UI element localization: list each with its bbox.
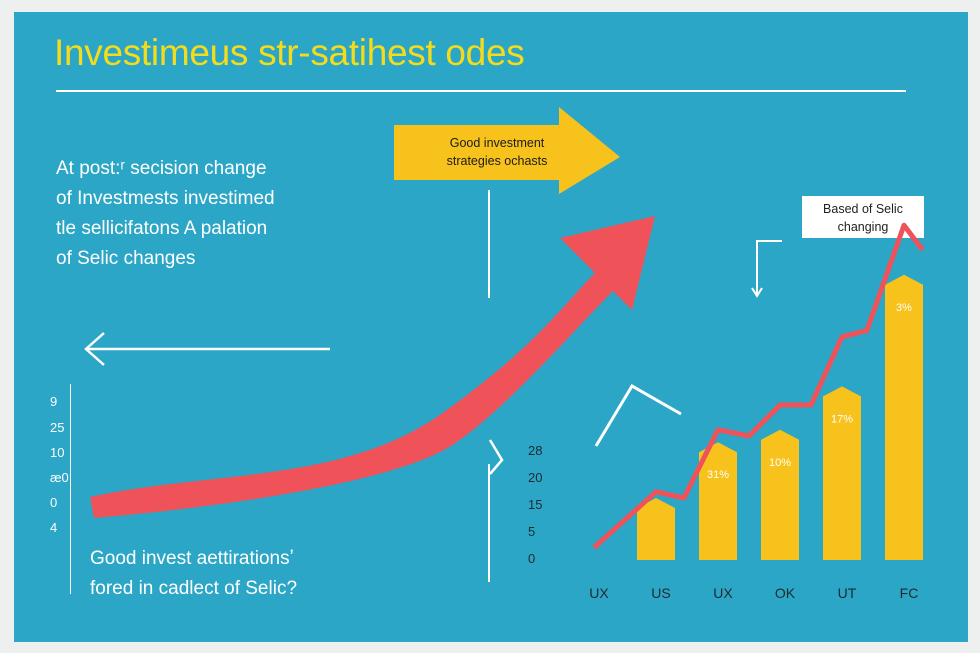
bar (823, 386, 861, 560)
bottom-note-line: Good invest aettirationsʼ (90, 548, 294, 569)
bar (885, 274, 923, 560)
left-axis-tick: 10 (50, 445, 65, 460)
x-tick-label: UT (838, 585, 857, 601)
banner-line: strategies ochasts (446, 154, 548, 168)
y-tick-label: 0 (528, 551, 535, 566)
y-tick-label: 28 (528, 443, 542, 458)
bar-chart: 28 20 15 5 0 31% 10% 17% 3% UX US UX OK UT FC (528, 222, 925, 601)
x-tick-label: US (651, 585, 670, 601)
data-label: 10% (769, 457, 791, 469)
bars (637, 274, 923, 560)
page-title: Investimeus str-satihest odes (54, 32, 525, 73)
trend-line (592, 222, 925, 550)
data-label: 3% (896, 302, 912, 314)
decorations (84, 107, 782, 582)
y-tick-label: 15 (528, 497, 542, 512)
x-axis: UX US UX OK UT FC (589, 585, 918, 601)
banner-line: Good investment (449, 136, 545, 150)
x-tick-label: FC (900, 585, 919, 601)
intro-line: At post:ʳ secision change (56, 158, 267, 179)
bar (761, 429, 799, 560)
callout-line: Based of Selic (823, 202, 903, 216)
down-arrow-icon (751, 240, 782, 298)
trend-line-path (592, 222, 925, 550)
bar (637, 498, 675, 560)
caret-icon (594, 383, 682, 447)
banner-text: Good investment strategies ochasts (422, 134, 572, 170)
intro-line: of Investmests investimed (56, 188, 275, 209)
x-tick-label: OK (775, 585, 796, 601)
y-tick-label: 20 (528, 470, 542, 485)
left-axis-tick: 25 (50, 420, 65, 435)
data-label: 31% (707, 469, 729, 481)
x-tick-label: UX (589, 585, 609, 601)
left-axis-tick: 4 (50, 520, 58, 535)
callout-line: changing (837, 220, 889, 234)
intro-text: At post:ʳ secision change of Investmests… (56, 154, 356, 274)
y-tick-label: 5 (528, 524, 535, 539)
left-axis-tick: 9 (50, 394, 58, 409)
intro-line: tle sellicifatons A palation (56, 218, 268, 239)
data-label: 17% (831, 413, 853, 425)
banner-arrow-icon (394, 107, 620, 194)
bottom-note-line: fored in cadlect of Selic? (90, 578, 298, 599)
left-arrow-icon (84, 332, 330, 366)
x-tick-label: UX (713, 585, 733, 601)
title-divider (56, 90, 906, 92)
big-red-arrow-icon (90, 216, 655, 518)
left-axis-line (70, 384, 71, 594)
bar (699, 442, 737, 560)
data-labels: 31% 10% 17% 3% (707, 302, 912, 481)
intro-line: of Selic changes (56, 248, 196, 269)
left-axis-tick: æ0 (50, 470, 69, 485)
y-axis: 28 20 15 5 0 (528, 443, 542, 566)
bottom-note: Good invest aettirationsʼ fored in cadle… (90, 544, 297, 604)
infographic-panel: Investimeus str-satihest odes At post:ʳ … (14, 12, 968, 642)
chevron-icon (488, 439, 504, 475)
left-axis-tick: 0 (50, 495, 58, 510)
